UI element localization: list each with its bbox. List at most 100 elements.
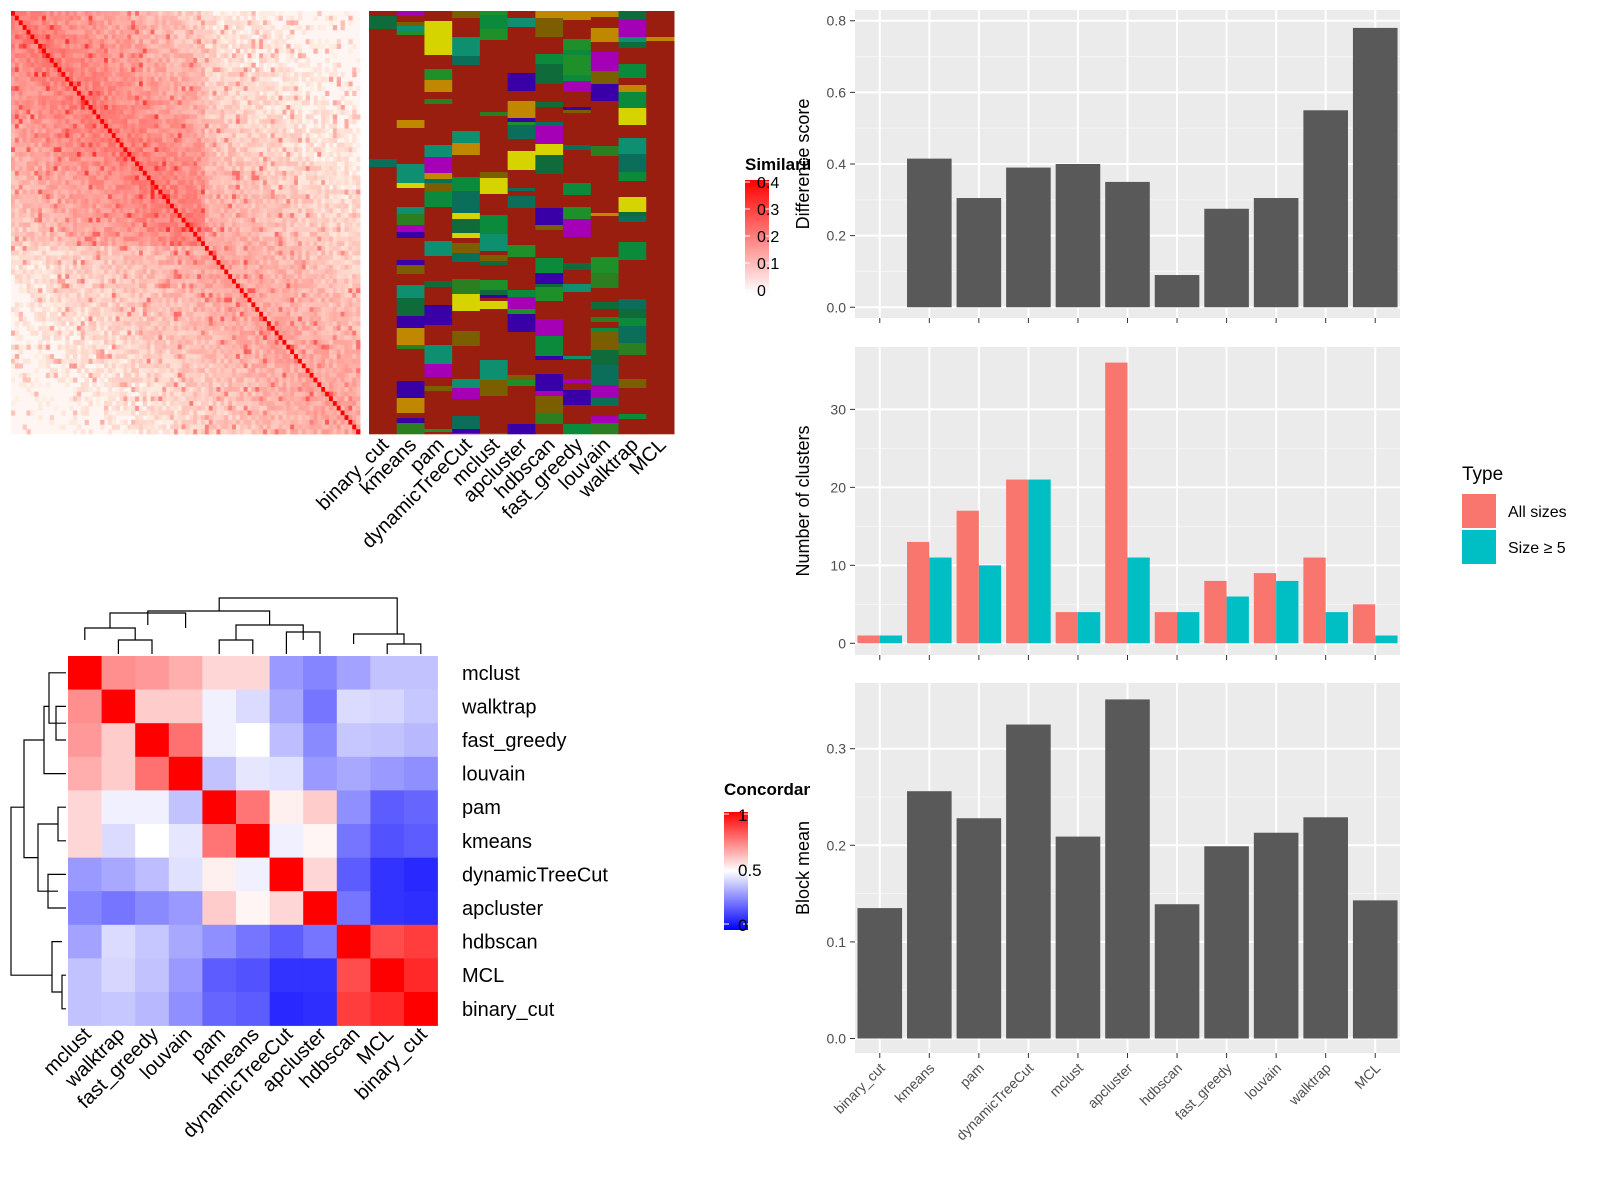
similarity-cell <box>80 180 86 186</box>
similarity-cell <box>22 189 27 195</box>
similarity-cell <box>88 189 93 195</box>
similarity-cell <box>88 222 93 228</box>
similarity-cell <box>26 95 31 101</box>
similarity-cell <box>228 180 233 186</box>
similarity-cell <box>162 278 167 284</box>
similarity-cell <box>305 189 310 195</box>
similarity-cell <box>189 189 194 195</box>
similarity-cell <box>158 147 163 153</box>
similarity-cell <box>30 260 35 266</box>
similarity-cell <box>204 100 210 106</box>
similarity-cell <box>243 161 248 167</box>
similarity-cell <box>232 175 237 181</box>
similarity-cell <box>53 147 58 153</box>
similarity-cell <box>282 166 287 172</box>
similarity-cell <box>34 194 39 200</box>
similarity-cell <box>57 246 62 252</box>
similarity-cell <box>65 274 70 280</box>
similarity-cell <box>282 161 287 167</box>
similarity-cell <box>84 90 89 96</box>
similarity-cell <box>34 217 39 223</box>
similarity-cell <box>297 250 303 256</box>
similarity-cell <box>228 208 233 214</box>
similarity-cell <box>119 86 124 92</box>
similarity-cell <box>115 119 120 125</box>
similarity-cell <box>80 283 86 289</box>
similarity-cell <box>305 241 310 247</box>
similarity-cell <box>321 278 326 284</box>
similarity-cell <box>34 147 39 153</box>
similarity-cell <box>212 86 217 92</box>
similarity-cell <box>305 203 310 209</box>
similarity-cell <box>173 123 179 129</box>
similarity-cell <box>18 58 24 64</box>
similarity-cell <box>69 114 74 120</box>
similarity-cell <box>297 137 303 143</box>
similarity-cell <box>61 15 66 21</box>
similarity-cell <box>84 161 89 167</box>
similarity-cell <box>348 114 353 120</box>
similarity-cell <box>193 274 198 280</box>
similarity-cell <box>88 53 93 59</box>
similarity-cell <box>158 109 163 115</box>
similarity-cell <box>193 156 198 162</box>
similarity-cell <box>255 119 260 125</box>
similarity-cell <box>173 161 179 167</box>
similarity-cell <box>49 208 55 214</box>
similarity-cell <box>107 105 113 111</box>
similarity-cell <box>181 81 186 87</box>
similarity-cell <box>193 34 198 40</box>
similarity-cell <box>204 236 210 242</box>
similarity-cell <box>208 255 214 261</box>
similarity-cell <box>111 123 117 129</box>
similarity-cell <box>26 123 31 129</box>
similarity-cell <box>142 43 148 49</box>
similarity-cell <box>290 166 295 172</box>
similarity-cell <box>266 67 272 73</box>
similarity-cell <box>348 20 353 26</box>
similarity-cell <box>274 180 279 186</box>
similarity-cell <box>290 156 295 162</box>
similarity-cell <box>76 175 82 181</box>
similarity-cell <box>146 241 151 247</box>
similarity-cell <box>201 11 206 17</box>
similarity-cell <box>286 246 291 252</box>
similarity-cell <box>135 67 140 73</box>
similarity-cell <box>107 208 113 214</box>
similarity-cell <box>259 283 264 289</box>
similarity-cell <box>220 288 225 294</box>
similarity-cell <box>243 62 248 68</box>
similarity-cell <box>239 166 245 172</box>
similarity-cell <box>53 269 58 275</box>
similarity-cell <box>305 58 310 64</box>
similarity-cell <box>18 208 24 214</box>
similarity-cell <box>42 81 47 87</box>
similarity-cell <box>232 278 237 284</box>
similarity-cell <box>286 180 291 186</box>
similarity-cell <box>146 20 151 26</box>
similarity-cell <box>193 114 198 120</box>
similarity-cell <box>80 208 86 214</box>
similarity-cell <box>42 175 47 181</box>
similarity-cell <box>166 213 171 219</box>
similarity-cell <box>270 217 276 223</box>
similarity-cell <box>111 213 117 219</box>
similarity-cell <box>309 133 314 139</box>
similarity-cell <box>169 250 175 256</box>
similarity-cell <box>224 283 229 289</box>
similarity-cell <box>158 175 163 181</box>
similarity-cell <box>243 269 248 275</box>
similarity-cell <box>96 199 101 205</box>
similarity-cell <box>193 208 198 214</box>
similarity-cell <box>38 161 43 167</box>
similarity-cell <box>115 48 120 54</box>
similarity-cell <box>247 213 252 219</box>
similarity-cell <box>173 236 179 242</box>
similarity-cell <box>247 203 252 209</box>
similarity-cell <box>131 67 136 73</box>
similarity-cell <box>61 128 66 134</box>
similarity-cell <box>228 142 233 148</box>
similarity-cell <box>11 166 16 172</box>
similarity-cell <box>208 241 214 247</box>
similarity-cell <box>131 184 136 190</box>
